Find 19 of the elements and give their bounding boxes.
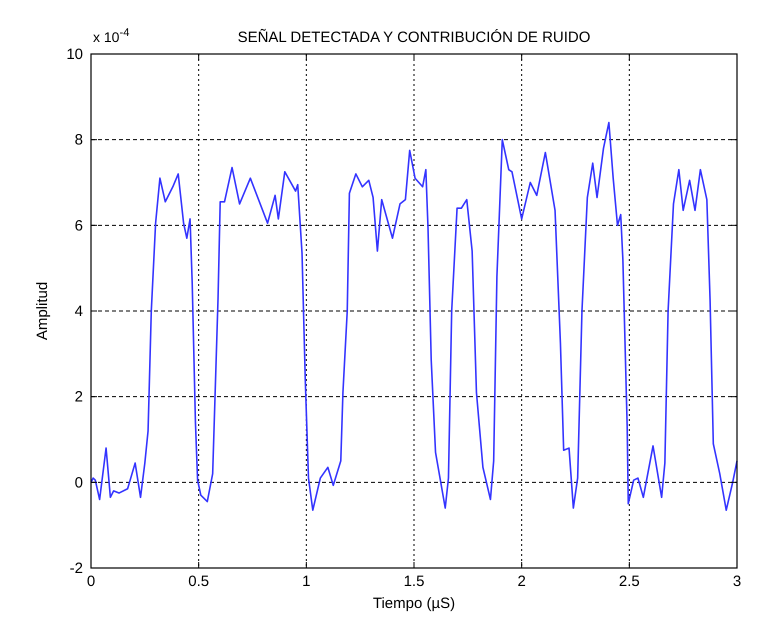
y-tick-label: 4 — [74, 303, 83, 320]
x-tick-label: 0 — [86, 573, 96, 590]
x-tick-label: 0.5 — [188, 573, 210, 590]
y-axis-title: Amplitud — [34, 282, 51, 340]
x-tick-label: 2.5 — [618, 573, 640, 590]
y-tick-label: 8 — [74, 132, 83, 149]
x-tick-label: 2 — [517, 573, 526, 590]
y-tick-label: 0 — [74, 474, 83, 492]
x-axis-title: Tiempo (µS) — [372, 595, 456, 612]
y-tick-label: 6 — [74, 217, 83, 234]
chart-title: SEÑAL DETECTADA Y CONTRIBUCIÓN DE RUIDO — [238, 28, 590, 46]
line-series — [90, 122, 738, 511]
text: x 10$^{-4}$ — [93, 27, 130, 45]
y-tick-label: 2 — [74, 388, 83, 406]
y-tick-label: -2 — [70, 560, 83, 577]
x-tick-label: 1 — [302, 573, 311, 590]
x-tick-label: 1.5 — [404, 573, 424, 590]
x-tick-label: 3 — [732, 573, 742, 590]
y-tick-label: 10 — [66, 46, 83, 63]
